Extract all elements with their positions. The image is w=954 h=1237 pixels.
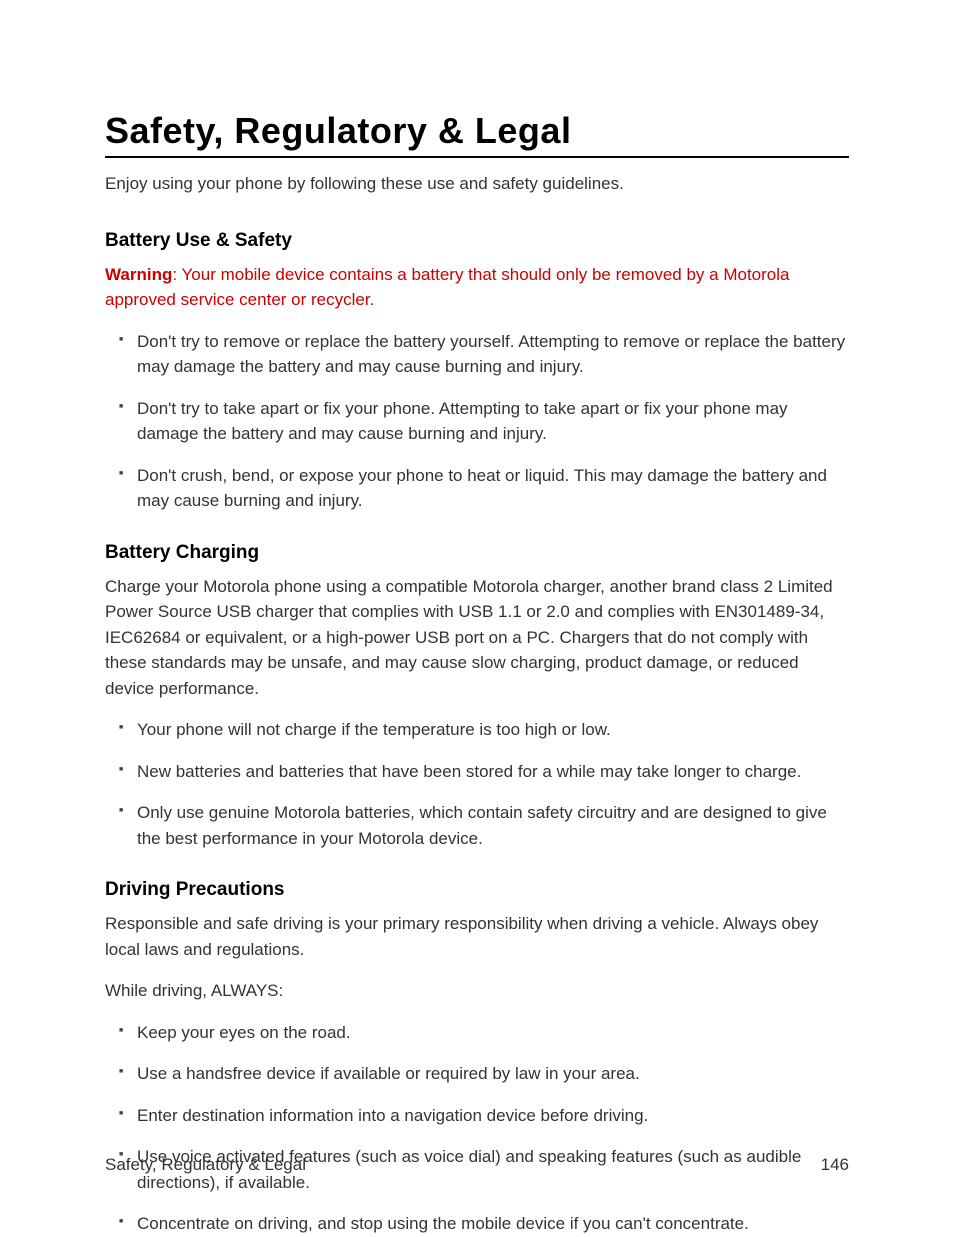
warning-label: Warning	[105, 265, 172, 284]
body-paragraph: While driving, ALWAYS:	[105, 978, 849, 1004]
body-paragraph: Responsible and safe driving is your pri…	[105, 911, 849, 962]
list-item: Your phone will not charge if the temper…	[119, 717, 849, 743]
list-item: Don't try to take apart or fix your phon…	[119, 396, 849, 447]
section-battery-use-safety: Battery Use & Safety Warning: Your mobil…	[105, 230, 849, 514]
bullet-list: Don't try to remove or replace the batte…	[105, 329, 849, 514]
section-heading: Battery Use & Safety	[105, 230, 849, 252]
body-paragraph: Charge your Motorola phone using a compa…	[105, 574, 849, 702]
section-battery-charging: Battery Charging Charge your Motorola ph…	[105, 542, 849, 852]
list-item: Enter destination information into a nav…	[119, 1103, 849, 1129]
warning-body: : Your mobile device contains a battery …	[105, 265, 789, 310]
list-item: Use a handsfree device if available or r…	[119, 1061, 849, 1087]
list-item: New batteries and batteries that have be…	[119, 759, 849, 785]
page-title: Safety, Regulatory & Legal	[105, 110, 849, 158]
bullet-list: Your phone will not charge if the temper…	[105, 717, 849, 851]
footer-title: Safety, Regulatory & Legal	[105, 1155, 306, 1175]
list-item: Keep your eyes on the road.	[119, 1020, 849, 1046]
section-heading: Battery Charging	[105, 542, 849, 564]
intro-text: Enjoy using your phone by following thes…	[105, 172, 849, 196]
page-footer: Safety, Regulatory & Legal 146	[105, 1155, 849, 1175]
list-item: Only use genuine Motorola batteries, whi…	[119, 800, 849, 851]
section-driving-precautions: Driving Precautions Responsible and safe…	[105, 879, 849, 1237]
page-number: 146	[821, 1155, 849, 1175]
list-item: Don't try to remove or replace the batte…	[119, 329, 849, 380]
list-item: Don't crush, bend, or expose your phone …	[119, 463, 849, 514]
warning-text: Warning: Your mobile device contains a b…	[105, 262, 849, 313]
section-heading: Driving Precautions	[105, 879, 849, 901]
bullet-list: Keep your eyes on the road. Use a handsf…	[105, 1020, 849, 1237]
list-item: Concentrate on driving, and stop using t…	[119, 1211, 849, 1237]
